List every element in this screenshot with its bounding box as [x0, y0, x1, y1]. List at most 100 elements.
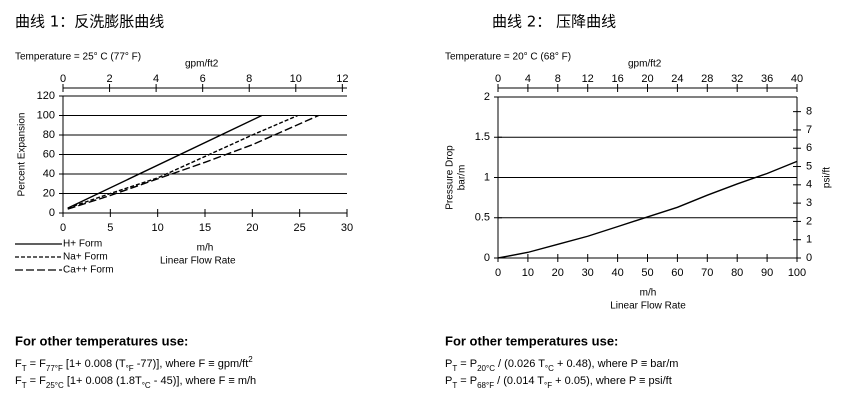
formula: FT = F77°F [1+ 0.008 (T°F -77)], where F…	[15, 355, 253, 373]
legend-label: Na+ Form	[63, 252, 108, 263]
chart-title: 曲线 1：反洗膨胀曲线	[15, 13, 164, 31]
y2-axis-label: psi/ft	[822, 167, 833, 188]
y-axis-label: Pressure Drop	[445, 145, 456, 210]
x-tick-label: 50	[641, 267, 653, 279]
y2-tick-label: 3	[806, 197, 812, 209]
x-tick-label: 80	[731, 267, 743, 279]
temperature-note: Temperature = 20° C (68° F)	[445, 52, 571, 63]
x-tick-label: 70	[701, 267, 713, 279]
y-axis-label: Percent Expansion	[17, 113, 28, 197]
top-tick-label: 8	[246, 73, 252, 85]
top-tick-label: 6	[200, 73, 206, 85]
temperature-note: Temperature = 25° C (77° F)	[15, 52, 141, 63]
formula-part: T	[452, 381, 457, 390]
legend-label: Ca++ Form	[63, 265, 114, 276]
top-tick-label: 2	[106, 73, 112, 85]
formula-part: = F	[27, 358, 47, 370]
formula-part: P	[445, 358, 452, 370]
y-tick-label: 80	[43, 129, 55, 141]
x-tick-label: 20	[552, 267, 564, 279]
formula-part: °F	[544, 381, 552, 390]
footer-heading: For other temperatures use:	[15, 333, 188, 348]
series-line	[67, 114, 299, 209]
y-tick-label: 60	[43, 148, 55, 160]
series-line	[67, 114, 263, 209]
formula-part: [1+ 0.008 (T	[63, 358, 126, 370]
formula: PT = P68°F / (0.014 T°F + 0.05), where P…	[445, 375, 672, 390]
chart-title: 曲线 2： 压降曲线	[492, 13, 616, 31]
formula-part: [1+ 0.008 (1.8T	[64, 375, 142, 387]
x-axis-label: m/h	[640, 288, 657, 299]
formula-part: = P	[457, 375, 477, 387]
top-tick-label: 36	[761, 73, 773, 85]
top-tick-label: 4	[525, 73, 531, 85]
formula: PT = P20°C / (0.026 T°C + 0.48), where P…	[445, 358, 678, 373]
x-axis-label: m/h	[197, 243, 214, 254]
y-tick-label: 1	[484, 171, 490, 183]
y-axis-label: bar/m	[457, 165, 468, 191]
formula-part: = P	[457, 358, 477, 370]
footer-heading: For other temperatures use:	[445, 333, 618, 348]
x-tick-label: 100	[788, 267, 806, 279]
formula-part: 25°C	[46, 381, 64, 390]
formula-part: / (0.026 T	[495, 358, 545, 370]
legend-label: H+ Form	[63, 239, 102, 250]
x-tick-label: 0	[60, 222, 66, 234]
formula-part: - 45)], where F ≡ m/h	[151, 375, 256, 387]
top-tick-label: 40	[791, 73, 803, 85]
formula-part: 77°F	[46, 364, 63, 373]
y-tick-label: 1.5	[475, 131, 490, 143]
formula-part: = F	[27, 375, 47, 387]
top-tick-label: 0	[495, 73, 501, 85]
y2-tick-label: 7	[806, 124, 812, 136]
x-tick-label: 10	[152, 222, 164, 234]
y-tick-label: 0	[484, 252, 490, 264]
formula-part: T	[22, 381, 27, 390]
formula-part: 20°C	[477, 364, 495, 373]
y2-tick-label: 1	[806, 234, 812, 246]
formula-part: F	[15, 375, 22, 387]
top-axis-label: gpm/ft2	[628, 59, 662, 70]
formula-part: T	[452, 364, 457, 373]
y2-tick-label: 2	[806, 215, 812, 227]
x-tick-label: 5	[107, 222, 113, 234]
x-tick-label: 25	[294, 222, 306, 234]
formula-part: -77)], where F ≡ gpm/ft	[134, 358, 249, 370]
y-tick-label: 2	[484, 91, 490, 103]
x-tick-label: 15	[199, 222, 211, 234]
y-tick-label: 120	[37, 90, 55, 102]
top-tick-label: 32	[731, 73, 743, 85]
x-axis-label: Linear Flow Rate	[610, 301, 686, 312]
x-tick-label: 60	[671, 267, 683, 279]
top-tick-label: 0	[60, 73, 66, 85]
top-tick-label: 8	[555, 73, 561, 85]
y-tick-label: 0.5	[475, 212, 490, 224]
top-tick-label: 24	[671, 73, 683, 85]
y2-tick-label: 8	[806, 106, 812, 118]
x-tick-label: 10	[522, 267, 534, 279]
top-tick-label: 28	[701, 73, 713, 85]
y2-tick-label: 0	[806, 252, 812, 264]
top-tick-label: 20	[641, 73, 653, 85]
series-line	[67, 114, 319, 210]
y-tick-label: 0	[49, 207, 55, 219]
y2-tick-label: 4	[806, 179, 812, 191]
y-tick-label: 40	[43, 168, 55, 180]
formula-part: 68°F	[477, 381, 494, 390]
x-tick-label: 40	[611, 267, 623, 279]
x-tick-label: 0	[495, 267, 501, 279]
y-tick-label: 20	[43, 187, 55, 199]
top-tick-label: 16	[611, 73, 623, 85]
formula-part: / (0.014 T	[494, 375, 544, 387]
top-tick-label: 12	[582, 73, 594, 85]
formula-part: °F	[126, 364, 134, 373]
x-tick-label: 30	[582, 267, 594, 279]
formula-part: + 0.48), where P ≡ bar/m	[554, 358, 679, 370]
formula-part: °C	[545, 364, 554, 373]
x-axis-label: Linear Flow Rate	[160, 256, 236, 267]
x-tick-label: 30	[341, 222, 353, 234]
x-tick-label: 90	[761, 267, 773, 279]
top-tick-label: 12	[336, 73, 348, 85]
x-tick-label: 20	[246, 222, 258, 234]
